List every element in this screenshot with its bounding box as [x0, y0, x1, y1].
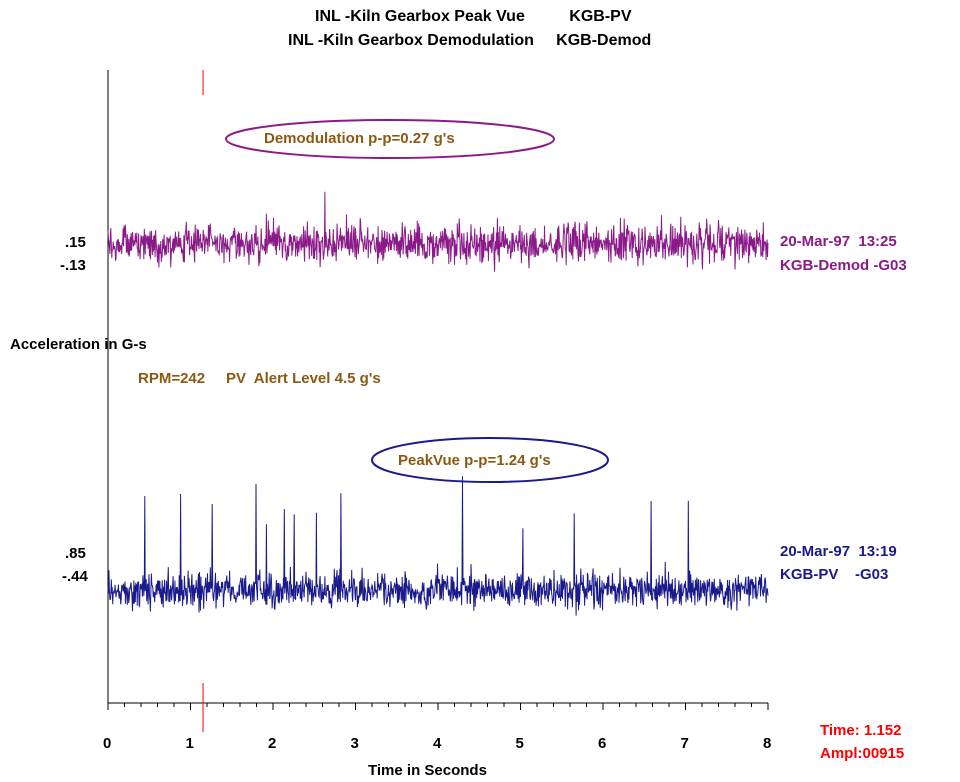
pv-scale-bottom: -.44: [62, 568, 88, 585]
pv-scale-top: .85: [65, 545, 86, 562]
x-tick-label: 2: [268, 735, 277, 752]
pv-datetime: 20-Mar-97 13:19: [780, 543, 897, 560]
cursor-ampl-readout: Ampl:00915: [820, 745, 905, 762]
demod-datetime: 20-Mar-97 13:25: [780, 233, 897, 250]
demod-id: KGB-Demod -G03: [780, 257, 907, 274]
x-tick-label: 3: [350, 735, 359, 752]
peakvue-trace-line: [107, 476, 769, 616]
chart-title-line2: INL -Kiln Gearbox Demodulation KGB-Demod: [288, 32, 652, 49]
cursor-time-readout: Time: 1.152: [820, 722, 902, 739]
demod-pp-annotation: Demodulation p-p=0.27 g's: [264, 130, 455, 147]
x-tick-label: 8: [763, 735, 772, 752]
y-axis-label: Acceleration in G-s: [10, 336, 147, 353]
x-tick-label: 4: [433, 735, 442, 752]
x-tick-label: 7: [680, 735, 689, 752]
demod-scale-bottom: -.13: [60, 257, 86, 274]
peakvue-pp-annotation: PeakVue p-p=1.24 g's: [398, 452, 551, 469]
chart-title-line1: INL -Kiln Gearbox Peak Vue KGB-PV: [315, 8, 632, 25]
x-tick-label: 0: [103, 735, 112, 752]
peakvue-highlight-ellipse: [371, 437, 609, 483]
x-tick-label: 1: [185, 735, 194, 752]
x-axis-label: Time in Seconds: [368, 762, 487, 779]
demod-trace-line: [107, 191, 769, 272]
rpm-alert-annotation: RPM=242 PV Alert Level 4.5 g's: [138, 370, 381, 387]
x-tick-label: 5: [515, 735, 524, 752]
demod-waveform: [107, 191, 769, 272]
demod-scale-top: .15: [65, 234, 86, 251]
demod-highlight-ellipse: [225, 119, 555, 159]
plot-axes: [107, 70, 769, 710]
pv-id: KGB-PV -G03: [780, 566, 889, 583]
peakvue-waveform: [107, 476, 769, 616]
x-tick-label: 6: [598, 735, 607, 752]
